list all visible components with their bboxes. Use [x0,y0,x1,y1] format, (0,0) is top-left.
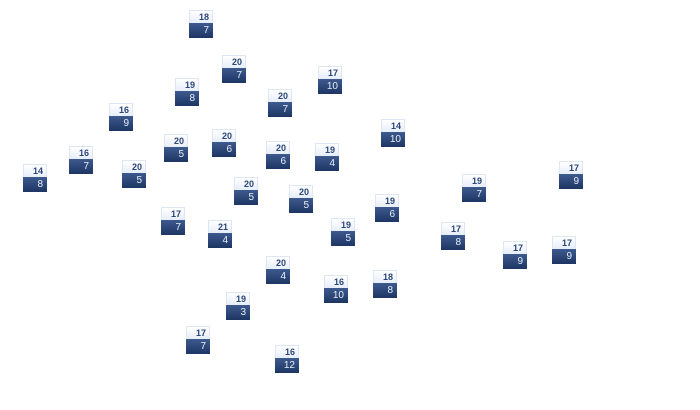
node-top-value: 20 [222,55,246,68]
node[interactable]: 20 6 [266,141,290,169]
node-top-value: 17 [161,207,185,220]
node-bottom-value: 9 [503,254,527,269]
node-bottom-value: 7 [222,68,246,83]
node-bottom-value: 3 [226,305,250,320]
node-bottom-value: 4 [266,269,290,284]
node[interactable]: 16 9 [109,103,133,131]
node[interactable]: 16 10 [324,275,348,303]
node-top-value: 19 [315,143,339,156]
node[interactable]: 17 10 [318,66,342,94]
node[interactable]: 17 7 [186,326,210,354]
node-top-value: 19 [375,194,399,207]
node-bottom-value: 7 [69,159,93,174]
node-top-value: 17 [318,66,342,79]
node-top-value: 18 [189,10,213,23]
node-bottom-value: 6 [375,207,399,222]
node-bottom-value: 8 [23,177,47,192]
node[interactable]: 20 7 [268,89,292,117]
node-bottom-value: 8 [441,235,465,250]
node-top-value: 17 [559,161,583,174]
node[interactable]: 19 3 [226,292,250,320]
node[interactable]: 17 9 [559,161,583,189]
node-top-value: 16 [275,345,299,358]
node-bottom-value: 9 [559,174,583,189]
node-top-value: 19 [462,174,486,187]
node-top-value: 16 [109,103,133,116]
node-bottom-value: 5 [289,198,313,213]
node[interactable]: 19 5 [331,218,355,246]
node-bottom-value: 7 [189,23,213,38]
node-top-value: 20 [268,89,292,102]
node[interactable]: 20 4 [266,256,290,284]
node[interactable]: 14 10 [381,119,405,147]
node-bottom-value: 8 [373,283,397,298]
node-top-value: 16 [324,275,348,288]
node[interactable]: 16 12 [275,345,299,373]
node[interactable]: 20 5 [164,134,188,162]
node-top-value: 20 [212,129,236,142]
node[interactable]: 16 7 [69,146,93,174]
node-bottom-value: 5 [164,147,188,162]
node-top-value: 17 [441,222,465,235]
node-bottom-value: 7 [268,102,292,117]
node-top-value: 19 [175,78,199,91]
node-top-value: 19 [331,218,355,231]
node-top-value: 19 [226,292,250,305]
node-bottom-value: 10 [381,132,405,147]
node[interactable]: 17 9 [503,241,527,269]
node[interactable]: 19 8 [175,78,199,106]
node-bottom-value: 12 [275,358,299,373]
node[interactable]: 20 5 [234,177,258,205]
node[interactable]: 14 8 [23,164,47,192]
node-bottom-value: 10 [318,79,342,94]
node-bottom-value: 5 [122,173,146,188]
node[interactable]: 17 9 [552,236,576,264]
node-top-value: 20 [289,185,313,198]
node[interactable]: 19 4 [315,143,339,171]
node[interactable]: 20 5 [289,185,313,213]
node-top-value: 20 [234,177,258,190]
node[interactable]: 17 8 [441,222,465,250]
node[interactable]: 20 7 [222,55,246,83]
node-bottom-value: 6 [266,154,290,169]
node-bottom-value: 9 [109,116,133,131]
node-top-value: 20 [266,141,290,154]
node-bottom-value: 7 [161,220,185,235]
node-bottom-value: 5 [234,190,258,205]
node[interactable]: 18 8 [373,270,397,298]
node[interactable]: 20 6 [212,129,236,157]
node-top-value: 20 [164,134,188,147]
node-bottom-value: 8 [175,91,199,106]
node-bottom-value: 10 [324,288,348,303]
node-top-value: 17 [552,236,576,249]
node[interactable]: 17 7 [161,207,185,235]
node-top-value: 14 [381,119,405,132]
node-top-value: 17 [186,326,210,339]
node-top-value: 20 [266,256,290,269]
node[interactable]: 19 7 [462,174,486,202]
node-top-value: 17 [503,241,527,254]
node-bottom-value: 4 [315,156,339,171]
node[interactable]: 18 7 [189,10,213,38]
node-top-value: 16 [69,146,93,159]
node-bottom-value: 7 [462,187,486,202]
node[interactable]: 19 6 [375,194,399,222]
node-top-value: 20 [122,160,146,173]
node-bottom-value: 4 [208,233,232,248]
node[interactable]: 20 5 [122,160,146,188]
node-bottom-value: 5 [331,231,355,246]
node-top-value: 14 [23,164,47,177]
node-bottom-value: 6 [212,142,236,157]
node[interactable]: 21 4 [208,220,232,248]
node-bottom-value: 9 [552,249,576,264]
node-top-value: 18 [373,270,397,283]
node-top-value: 21 [208,220,232,233]
node-bottom-value: 7 [186,339,210,354]
